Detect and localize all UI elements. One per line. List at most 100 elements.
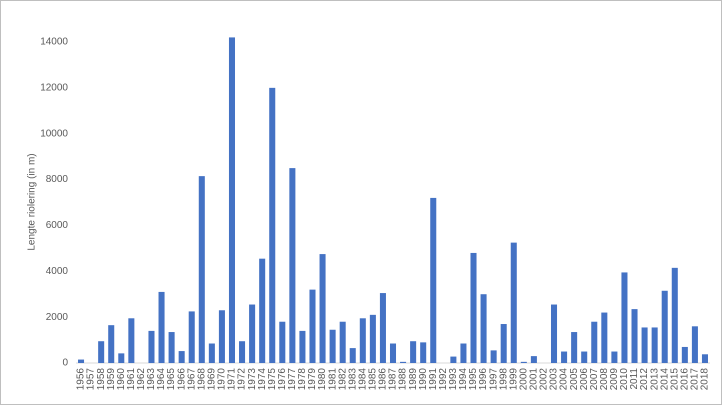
x-tick-label: 1999 (508, 368, 519, 391)
bar (78, 359, 85, 363)
bar (490, 350, 497, 363)
bar (470, 252, 477, 363)
x-tick-label: 1965 (166, 368, 177, 391)
bar (420, 342, 427, 363)
bar (178, 351, 185, 363)
bar (550, 304, 558, 363)
x-tick-label: 2011 (629, 368, 640, 390)
bar (520, 361, 527, 363)
bar (359, 318, 366, 363)
x-tick-label: 1981 (327, 368, 338, 391)
bar (581, 351, 588, 363)
x-tick-label: 2004 (559, 368, 570, 391)
bar (631, 309, 638, 363)
x-tick-label: 1996 (478, 368, 489, 391)
bar (259, 258, 266, 363)
x-tick-label: 1964 (156, 368, 167, 391)
bar (671, 267, 678, 363)
bar (691, 326, 698, 363)
bar (460, 343, 467, 363)
bar (98, 341, 105, 363)
bar (430, 197, 437, 363)
bar (641, 327, 648, 363)
x-tick-label: 1978 (297, 368, 308, 391)
x-tick-label: 2008 (599, 368, 610, 391)
x-tick-label: 1984 (357, 368, 368, 391)
x-tick-label: 1967 (186, 368, 197, 391)
bar (218, 310, 225, 363)
x-tick-label: 1979 (307, 368, 318, 391)
x-tick-label: 2013 (649, 368, 660, 391)
y-tick-label: 6000 (46, 220, 69, 231)
y-tick-label: 4000 (46, 266, 69, 277)
bar (158, 291, 165, 363)
bar (681, 346, 688, 363)
bar (369, 314, 376, 363)
x-tick-label: 1994 (458, 368, 469, 391)
bar (621, 272, 628, 363)
bar (661, 290, 668, 363)
y-tick-label: 10000 (40, 128, 68, 139)
bar (561, 351, 568, 363)
x-tick-label: 1985 (368, 368, 379, 391)
x-tick-label: 2003 (549, 368, 560, 391)
bar (128, 318, 135, 363)
x-tick-label: 1998 (498, 368, 509, 391)
bar (349, 348, 356, 363)
x-tick-label: 1968 (196, 368, 207, 391)
x-tick-label: 2005 (569, 368, 580, 391)
x-tick-label: 1969 (206, 368, 217, 391)
x-tick-label: 1986 (378, 368, 389, 391)
x-tick-label: 1993 (448, 368, 459, 391)
bar (148, 330, 155, 363)
bar (228, 37, 236, 364)
bar (279, 321, 286, 363)
x-tick-label: 1990 (418, 368, 429, 391)
x-tick-label: 1997 (488, 368, 499, 391)
x-tick-label: 1975 (267, 368, 278, 391)
bar (591, 321, 598, 363)
x-tick-label: 1957 (86, 368, 97, 391)
bar (389, 343, 397, 363)
bar (329, 329, 336, 363)
x-tick-label: 1971 (227, 368, 238, 391)
x-tick-label: 1992 (438, 368, 449, 391)
bar (611, 351, 618, 363)
bar (601, 312, 608, 363)
x-tick-label: 2012 (639, 368, 650, 391)
bar (299, 330, 306, 363)
y-tick-label: 8000 (46, 174, 69, 185)
x-tick-label: 2006 (579, 368, 590, 391)
y-tick-label: 0 (62, 358, 68, 369)
bar (410, 341, 417, 363)
bar (530, 356, 537, 363)
x-tick-label: 1962 (136, 368, 147, 391)
x-tick-label: 1961 (126, 368, 137, 391)
bar (701, 354, 708, 363)
x-tick-label: 2000 (518, 368, 529, 391)
x-tick-label: 1987 (388, 368, 399, 391)
x-tick-label: 1973 (247, 368, 258, 391)
bar (500, 324, 507, 363)
bar (339, 321, 346, 363)
x-tick-label: 1966 (176, 368, 187, 391)
bar (188, 311, 195, 363)
bar (239, 341, 246, 363)
x-tick-label: 1980 (317, 368, 328, 391)
x-tick-label: 1995 (468, 368, 479, 391)
x-tick-label: 1988 (398, 368, 409, 391)
x-tick-label: 2017 (690, 368, 701, 391)
x-tick-label: 2007 (589, 368, 600, 391)
bar (289, 168, 296, 363)
x-tick-label: 1989 (408, 368, 419, 391)
x-tick-label: 1972 (237, 368, 248, 391)
x-tick-label: 1976 (277, 368, 288, 391)
bar (198, 176, 205, 363)
y-tick-label: 14000 (40, 37, 68, 48)
x-tick-label: 1958 (96, 368, 107, 391)
x-tick-label: 2018 (700, 368, 711, 391)
x-tick-label: 2010 (619, 368, 630, 391)
x-tick-label: 1982 (337, 368, 348, 391)
y-axis-title: Lengte riolering (in m) (27, 153, 38, 250)
